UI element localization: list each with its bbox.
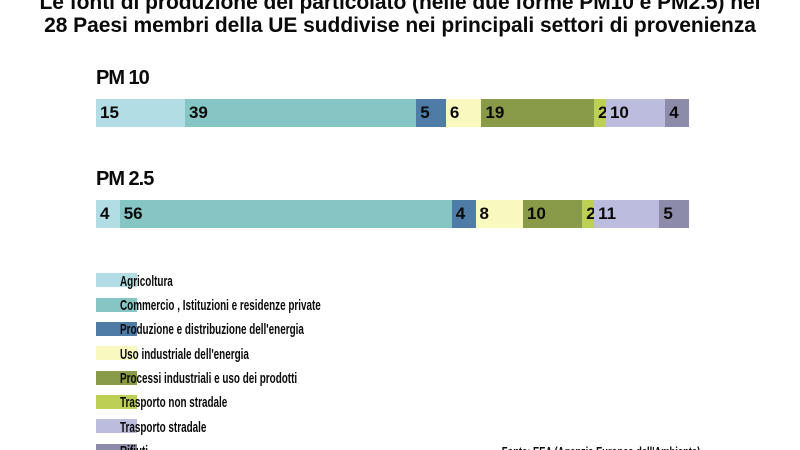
legend-item: Rifiuti xyxy=(96,443,516,450)
legend-swatch xyxy=(96,370,137,385)
legend-item: Processi industriali e uso dei prodotti xyxy=(96,370,516,387)
chart-title-line1: Le fonti di produzione del particolato (… xyxy=(39,0,761,14)
bar-pm10: 15 39 5 6 19 2 10 4 xyxy=(96,99,689,127)
bar-segment-value: 8 xyxy=(479,204,489,223)
legend-item: Produzione e distribuzione dell'energia xyxy=(96,321,516,339)
legend-item: Agricoltura xyxy=(96,272,516,290)
legend-label: Trasporto stradale xyxy=(120,418,207,436)
bar-segment: 8 xyxy=(475,200,523,228)
bar-segment-value: 39 xyxy=(188,103,208,122)
bar-segment: 10 xyxy=(522,200,583,228)
bar-segment: 5 xyxy=(416,99,446,127)
bar-segment: 4 xyxy=(96,200,120,228)
legend-label: Produzione e distribuzione dell'energia xyxy=(120,321,304,339)
bar-segment: 15 xyxy=(96,99,185,127)
legend-swatch xyxy=(96,273,137,288)
legend-swatch xyxy=(96,443,137,450)
chart-title: Le fonti di produzione del particolato (… xyxy=(0,0,800,38)
chart-title-line2: 28 Paesi membri della UE suddivise nei p… xyxy=(44,14,756,37)
bar-segment-value: 6 xyxy=(449,103,460,122)
legend-item: Trasporto stradale xyxy=(96,418,516,436)
bar-segment-value: 4 xyxy=(100,204,110,223)
bar-segment-value: 2 xyxy=(598,103,608,122)
legend-label: Processi industriali e uso dei prodotti xyxy=(120,370,298,387)
bar-segment-value: 5 xyxy=(420,103,430,122)
bar-segment-value: 10 xyxy=(609,103,629,122)
legend-swatch xyxy=(96,346,137,361)
legend-label: Commercio , Istituzioni e residenze priv… xyxy=(120,297,321,315)
legend-label: Trasporto non stradale xyxy=(120,394,228,412)
bar-segment: 10 xyxy=(605,99,666,127)
legend-label: Agricoltura xyxy=(120,272,173,290)
legend-swatch xyxy=(96,419,137,434)
bar-segment: 11 xyxy=(594,200,660,228)
bar-segment: 2 xyxy=(582,200,596,228)
bar-pm25: 4 56 4 8 10 2 11 5 xyxy=(96,200,689,228)
bar-label-pm25: PM 2.5 xyxy=(96,168,154,190)
bar-label-pm10: PM 10 xyxy=(96,67,150,89)
legend-item: Trasporto non stradale xyxy=(96,394,516,412)
bar-segment: 4 xyxy=(451,200,476,228)
bar-segment-value: 19 xyxy=(485,103,505,122)
bar-segment-value: 4 xyxy=(669,103,679,122)
legend-label: Rifiuti xyxy=(120,444,148,450)
bar-segment-value: 10 xyxy=(526,204,546,223)
bar-segment: 56 xyxy=(119,200,452,228)
bar-segment-value: 11 xyxy=(598,204,617,223)
legend-item: Uso industriale dell'energia xyxy=(96,345,516,363)
legend-swatch xyxy=(96,297,137,312)
legend-swatch xyxy=(96,394,137,409)
bar-segment: 5 xyxy=(659,200,689,228)
legend: Agricoltura Commercio , Istituzioni e res… xyxy=(96,273,516,450)
bar-segment-value: 56 xyxy=(123,204,143,223)
bar-segment: 4 xyxy=(665,99,689,127)
bar-segment: 39 xyxy=(184,99,417,127)
bar-segment-value: 2 xyxy=(586,204,596,223)
source-caption: Fonte: EEA (Agenzia Europea dell'Ambient… xyxy=(502,445,700,450)
legend-item: Commercio , Istituzioni e residenze priv… xyxy=(96,297,516,315)
bar-segment: 2 xyxy=(594,99,608,127)
bar-segment-value: 4 xyxy=(455,204,466,223)
bar-segment-value: 5 xyxy=(663,204,673,223)
bar-segment-value: 15 xyxy=(100,103,119,122)
legend-label: Uso industriale dell'energia xyxy=(120,345,249,363)
bar-segment: 6 xyxy=(445,99,482,127)
bar-segment: 19 xyxy=(481,99,595,127)
legend-swatch xyxy=(96,321,137,336)
